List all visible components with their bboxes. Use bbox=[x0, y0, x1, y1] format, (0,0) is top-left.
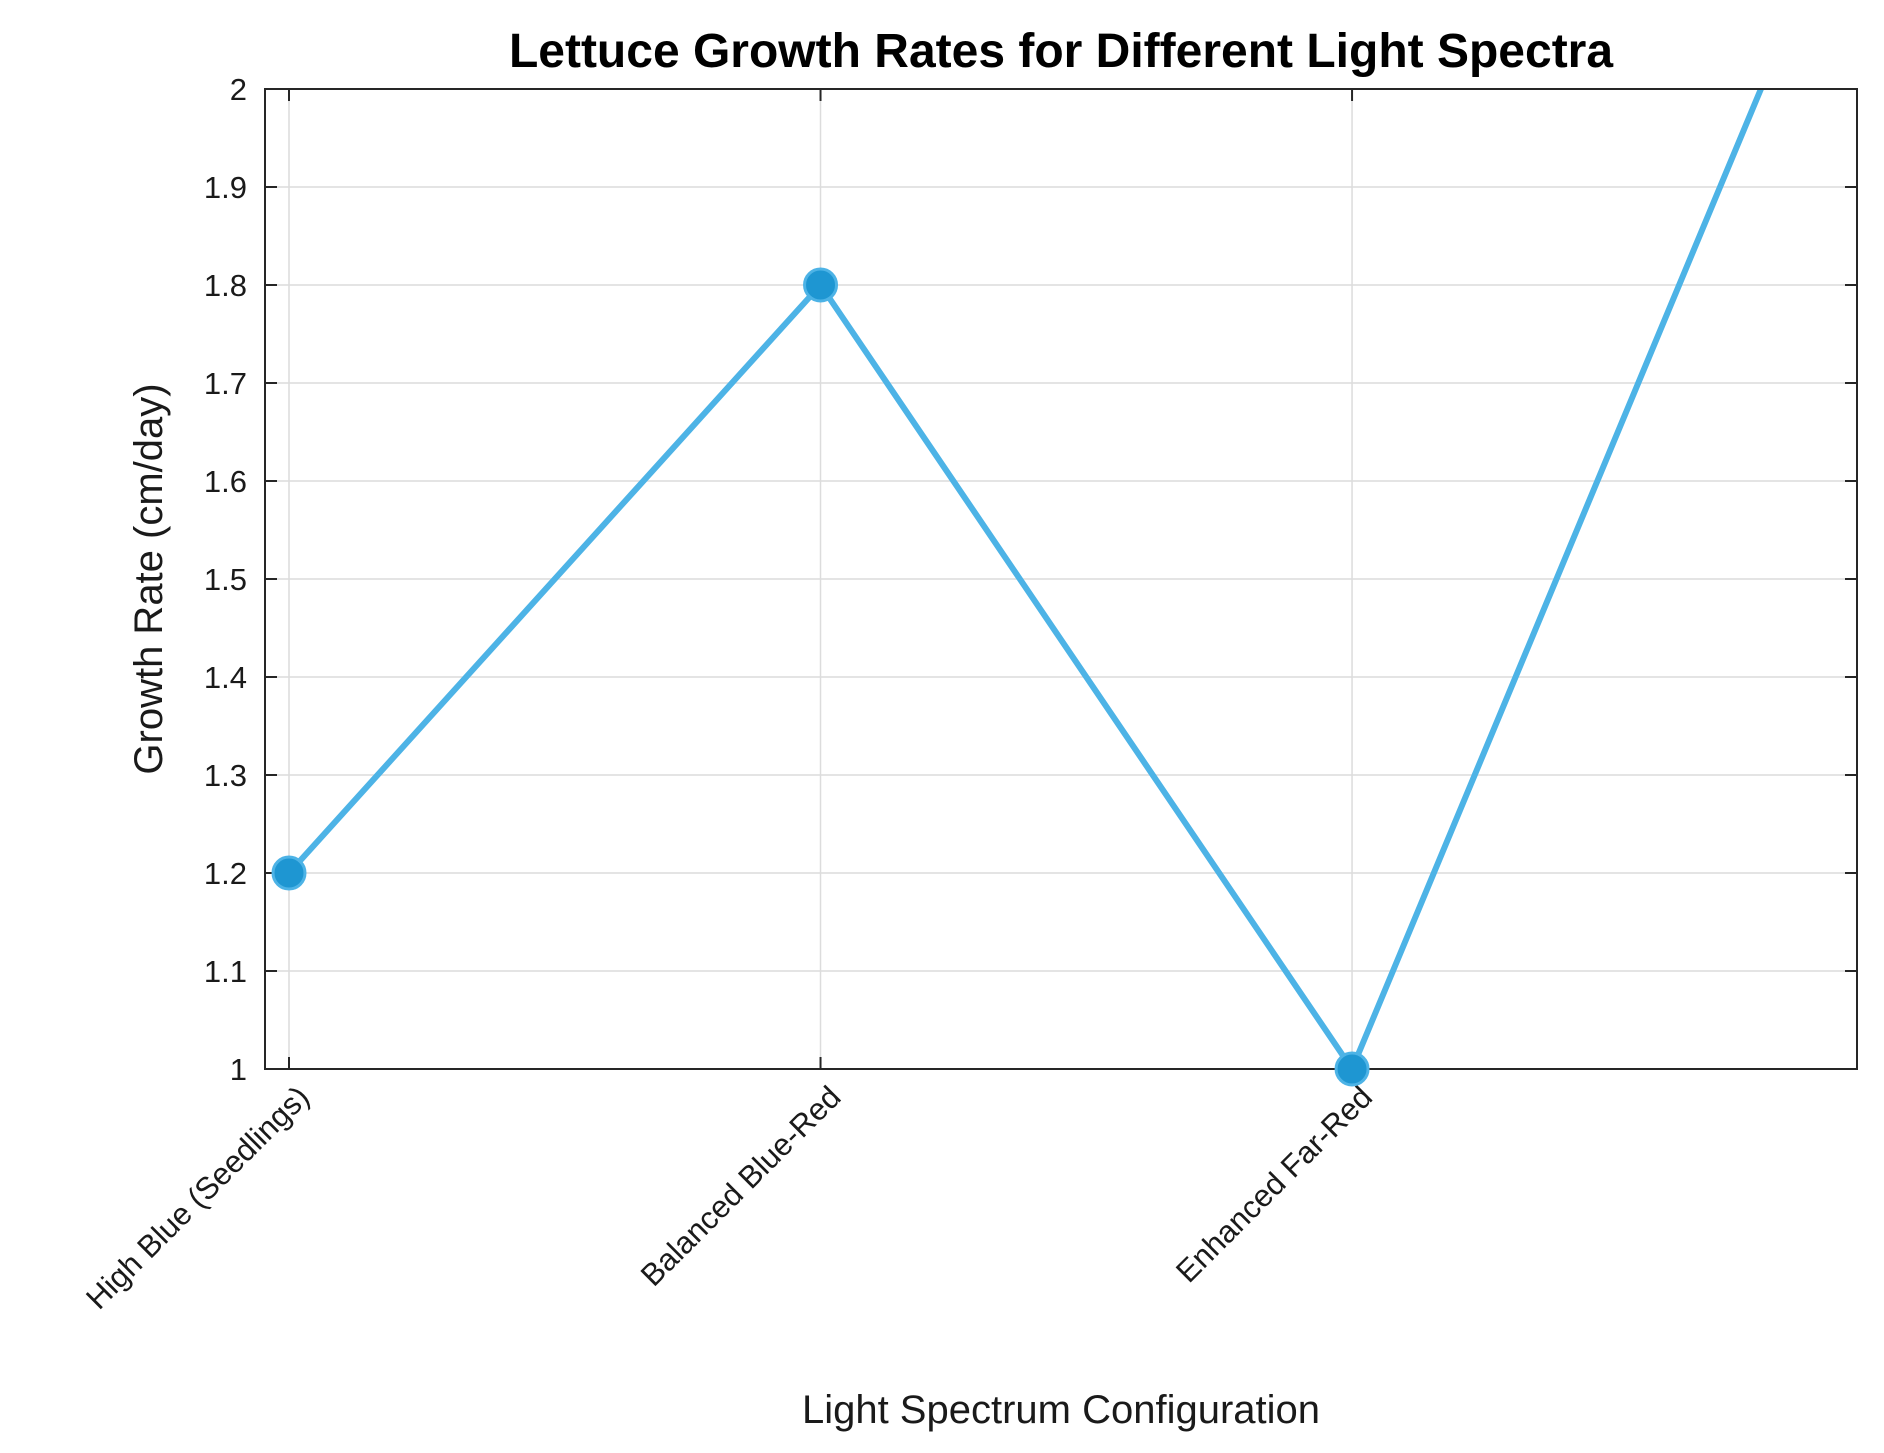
data-point-marker bbox=[803, 267, 839, 303]
x-tick-label: Enhanced Far-Red bbox=[1169, 1079, 1379, 1289]
y-tick-label: 1.2 bbox=[204, 856, 247, 891]
y-tick-label: 1.7 bbox=[204, 366, 247, 401]
x-tick-label: Balanced Blue-Red bbox=[634, 1079, 848, 1293]
ticks: 1 1.1 1.2 1.3 1.4 1.5 1.6 1.7 1.8 1.9 2 High Blue (… bbox=[79, 72, 1857, 1316]
y-tick-label: 1.3 bbox=[204, 758, 247, 793]
y-tick-label: 1.5 bbox=[204, 562, 247, 597]
y-tick-label: 1 bbox=[230, 1052, 247, 1087]
series-line bbox=[286, 89, 1765, 1069]
data-point-marker bbox=[271, 855, 307, 891]
data-point-marker bbox=[1334, 1051, 1370, 1087]
y-tick-label: 1.8 bbox=[204, 268, 247, 303]
y-tick-label: 1.4 bbox=[204, 660, 247, 695]
chart-title: Lettuce Growth Rates for Different Light… bbox=[509, 25, 1613, 78]
y-axis-label: Growth Rate (cm/day) bbox=[127, 383, 171, 774]
x-tick-label: High Blue (Seedlings) bbox=[79, 1079, 316, 1316]
grid bbox=[265, 88, 1857, 1070]
y-tick-label: 1.6 bbox=[204, 464, 247, 499]
x-axis-label: Light Spectrum Configuration bbox=[802, 1388, 1320, 1432]
series-layer bbox=[286, 89, 1765, 1069]
y-tick-label: 1.9 bbox=[204, 170, 247, 205]
y-tick-label: 2 bbox=[230, 72, 247, 107]
markers bbox=[271, 267, 1370, 1087]
y-tick-label: 1.1 bbox=[204, 954, 247, 989]
